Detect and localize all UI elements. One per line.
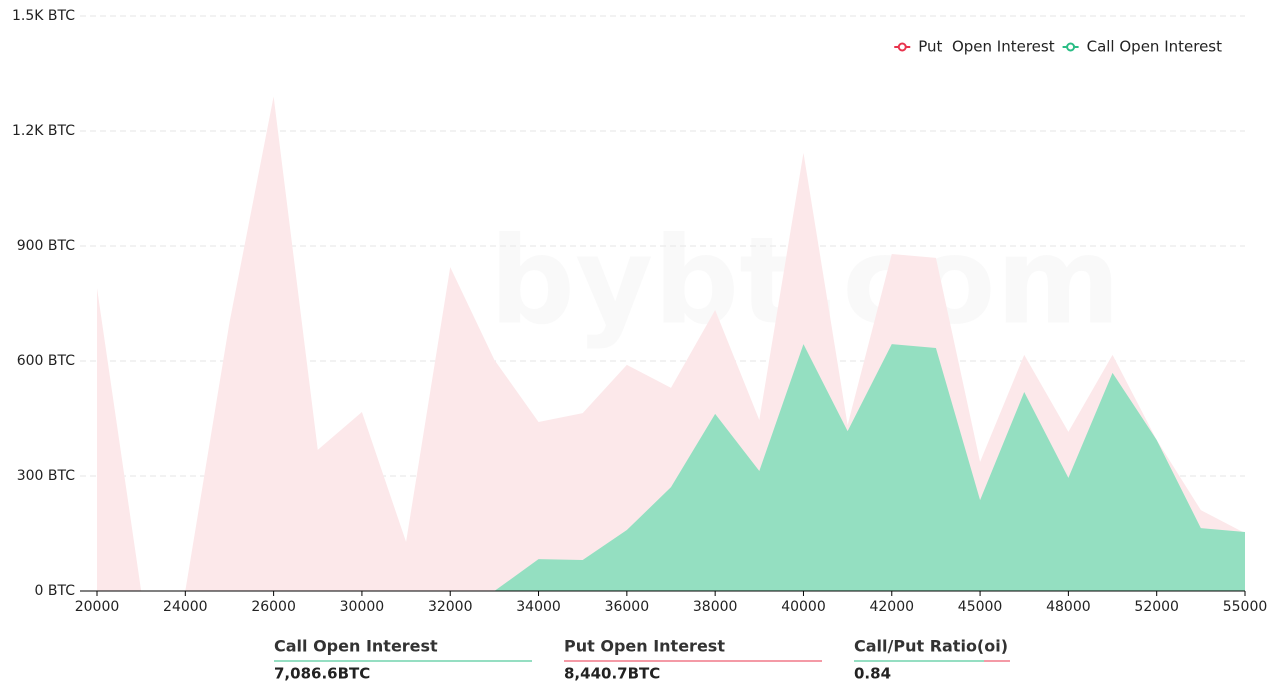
x-tick-label: 55000	[1223, 599, 1268, 615]
legend-marker	[897, 42, 907, 52]
x-tick-label: 32000	[428, 599, 473, 615]
x-tick-label: 48000	[1046, 599, 1091, 615]
x-tick-label: 26000	[251, 599, 296, 615]
legend-label: Call Open Interest	[1087, 38, 1223, 56]
x-tick-label: 34000	[516, 599, 561, 615]
y-tick-label: 300 BTC	[17, 468, 76, 484]
stat-label: Call/Put Ratio(oi)	[854, 637, 1008, 656]
stat-value: 8,440.7BTC	[564, 665, 660, 683]
area	[97, 344, 1245, 591]
x-tick-label: 24000	[163, 599, 208, 615]
stat-value: 0.84	[854, 665, 891, 683]
y-tick-label: 900 BTC	[17, 238, 76, 254]
stat-label: Call Open Interest	[274, 637, 438, 656]
x-tick-label: 40000	[781, 599, 826, 615]
legend-label: Put Open Interest	[918, 38, 1054, 56]
legend-marker	[1066, 42, 1076, 52]
y-tick-label: 1.2K BTC	[12, 123, 75, 139]
x-tick-label: 45000	[958, 599, 1003, 615]
x-tick-label: 30000	[340, 599, 385, 615]
x-tick-label: 52000	[1134, 599, 1179, 615]
y-tick-label: 1.5K BTC	[12, 8, 75, 24]
x-tick-label: 38000	[693, 599, 738, 615]
x-tick-label: 20000	[75, 599, 120, 615]
y-tick-label: 0 BTC	[35, 583, 76, 599]
stat-label: Put Open Interest	[564, 637, 725, 656]
x-tick-label: 42000	[869, 599, 914, 615]
y-tick-label: 600 BTC	[17, 353, 76, 369]
x-tick-label: 36000	[605, 599, 650, 615]
stat-value: 7,086.6BTC	[274, 665, 370, 683]
